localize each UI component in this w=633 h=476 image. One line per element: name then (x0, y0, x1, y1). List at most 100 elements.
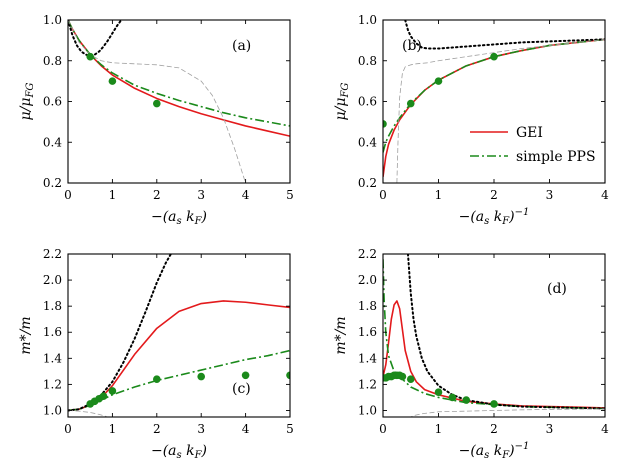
marker-point (434, 388, 443, 397)
x-tick-label: 4 (242, 422, 250, 436)
x-tick-label: 2 (153, 422, 161, 436)
y-tick-label: 1.8 (358, 299, 377, 313)
x-tick-label: 5 (286, 422, 294, 436)
series-line-dotted (406, 254, 605, 410)
x-tick-label: 3 (546, 188, 554, 202)
y-tick-label: 1.0 (358, 13, 377, 27)
x-tick-label: 4 (242, 188, 250, 202)
x-tick-label: 1 (109, 422, 117, 436)
x-tick-label: 0 (64, 188, 72, 202)
x-axis-label: −(as kF) (151, 443, 207, 461)
series-line-thin (396, 38, 605, 183)
x-tick-label: 3 (197, 188, 205, 202)
series-line-thin (68, 410, 108, 417)
series-line-thin (409, 408, 605, 417)
marker-point (398, 372, 407, 381)
y-tick-label: 0.8 (43, 54, 62, 68)
x-tick-label: 1 (109, 188, 117, 202)
y-tick-label: 1.6 (358, 325, 377, 339)
legend-box (462, 118, 598, 170)
y-tick-label: 0.8 (358, 54, 377, 68)
marker-point (197, 372, 205, 381)
marker-point (448, 393, 457, 402)
legend-label: simple PPS (516, 149, 596, 165)
marker-point (383, 120, 387, 128)
marker-point (490, 400, 498, 408)
y-tick-label: 0.2 (358, 176, 377, 190)
x-axis-label: −(as kF)−1 (459, 207, 530, 227)
y-tick-label: 0.6 (43, 95, 62, 109)
marker-point (241, 371, 250, 380)
y-tick-label: 0.4 (43, 135, 62, 149)
marker-point (462, 396, 471, 404)
panel-label: (b) (402, 38, 422, 54)
series-line-gei (68, 20, 290, 137)
x-tick-label: 2 (490, 188, 498, 202)
y-axis-label: μ/μFG (333, 83, 351, 121)
y-tick-label: 1.0 (358, 403, 377, 417)
y-tick-label: 2.0 (43, 273, 62, 287)
x-tick-label: 3 (197, 422, 205, 436)
y-tick-label: 0.4 (358, 135, 377, 149)
panel-a: 0 1 2 3 4 5 0.2 0.4 0.6 0.8 1.0 −(as kF) μ/μFG (a) (18, 13, 294, 227)
panel-label: (a) (232, 38, 251, 54)
series-line-dotted (68, 254, 173, 412)
plot-area-a (68, 20, 290, 183)
x-tick-label: 3 (546, 422, 554, 436)
x-tick-label: 5 (286, 188, 294, 202)
panel-c: 0 1 2 3 4 5 1.0 1.2 1.4 1.6 1.8 2.0 2.2 −(as kF) m*/m (… (18, 247, 294, 461)
marker-point (406, 375, 415, 383)
plot-area-c (68, 254, 290, 417)
x-tick-label: 4 (601, 422, 609, 436)
panel-label: (c) (232, 381, 251, 397)
x-tick-label: 0 (64, 422, 72, 436)
y-axis-label: m*/m (18, 316, 34, 354)
y-tick-label: 1.2 (43, 377, 62, 391)
marker-point (153, 375, 161, 383)
panel-label: (d) (547, 281, 567, 297)
y-tick-label: 1.4 (43, 351, 62, 365)
series-line-dotted (404, 20, 605, 50)
y-tick-label: 1.0 (43, 403, 62, 417)
x-tick-label: 1 (435, 422, 443, 436)
marker-point (99, 392, 108, 400)
legend-label: GEI (516, 125, 543, 141)
panel-b: 0 1 2 3 4 0.2 0.4 0.6 0.8 1.0 −(as kF)−1 μ/μFG (b) GE… (333, 13, 609, 227)
series-line-pps (68, 20, 290, 127)
x-tick-label: 2 (490, 422, 498, 436)
marker-point (108, 387, 117, 395)
y-tick-label: 0.6 (358, 95, 377, 109)
x-tick-label: 1 (435, 188, 443, 202)
axis-frame (67, 253, 291, 418)
axis-frame (67, 19, 291, 184)
marker-point (406, 99, 415, 108)
x-tick-label: 0 (379, 422, 387, 436)
panel-d: 0 1 2 3 4 1.0 1.2 1.4 1.6 1.8 2.0 2.2 −(as kF)−1 m*/m… (333, 247, 609, 461)
marker-point (153, 99, 161, 108)
y-tick-label: 2.2 (43, 247, 62, 261)
y-axis-label: μ/μFG (18, 83, 36, 121)
x-tick-label: 4 (601, 188, 609, 202)
y-tick-label: 1.4 (358, 351, 377, 365)
x-axis-label: −(as kF) (151, 209, 207, 227)
y-tick-label: 0.2 (43, 176, 62, 190)
panels: 0 1 2 3 4 5 0.2 0.4 0.6 0.8 1.0 −(as kF) μ/μFG (a) 0 1 2… (18, 13, 609, 461)
y-tick-label: 2.0 (358, 273, 377, 287)
x-tick-label: 2 (153, 188, 161, 202)
marker-point (108, 77, 117, 85)
y-tick-label: 1.2 (358, 377, 377, 391)
plot-area-d (383, 254, 605, 417)
marker-point (434, 77, 443, 85)
y-tick-label: 1.8 (43, 299, 62, 313)
y-tick-label: 1.0 (43, 13, 62, 27)
x-tick-label: 0 (379, 188, 387, 202)
x-axis-label: −(as kF)−1 (459, 441, 530, 461)
marker-point (490, 52, 498, 61)
series-line-dotted (68, 20, 123, 57)
y-tick-label: 1.6 (43, 325, 62, 339)
marker-point (286, 371, 290, 380)
y-tick-label: 2.2 (358, 247, 377, 261)
y-axis-label: m*/m (333, 316, 349, 354)
legend: GEI simple PPS (462, 118, 598, 170)
